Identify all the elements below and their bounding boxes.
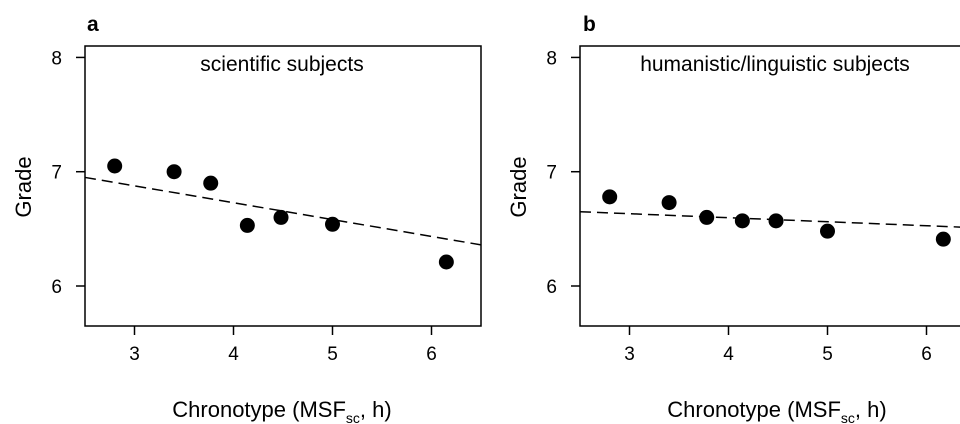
panel-a-title: scientific subjects [200,53,363,76]
panel-b-axes: 3 4 5 6 6 7 8 [546,48,931,365]
data-point [699,209,715,225]
y-tick-label: 6 [51,277,62,298]
data-point [325,216,340,232]
panel-b-trendline [579,210,960,228]
x-tick-label: 5 [327,344,338,365]
x-tick-label: 5 [822,344,833,365]
panel-b-xlabel: Chronotype (MSFsc, h) [667,397,886,424]
data-point [820,223,835,239]
panel-a-letter: a [87,13,99,36]
data-point [239,217,255,233]
panel-a-plot-frame [84,45,482,327]
x-tick-label: 6 [426,344,437,365]
panel-a-axes: 3 4 5 6 6 7 8 [51,48,436,365]
x-tick-label: 4 [228,344,239,365]
x-tick-label: 3 [624,344,635,365]
data-point [661,195,677,211]
data-point [166,164,182,180]
data-point [107,158,123,174]
y-tick-label: 7 [51,163,62,184]
panel-b-points [602,189,951,247]
y-tick-label: 7 [546,163,557,184]
panel-a-xlabel: Chronotype (MSFsc, h) [172,397,391,424]
data-point [935,231,951,247]
y-tick-label: 6 [546,277,557,298]
panel-a: a scientific subjects 3 4 5 6 6 7 8 Grade Chro… [11,13,482,424]
x-tick-label: 3 [129,344,140,365]
data-point [602,189,618,205]
panel-b-plot-frame [579,45,960,327]
x-tick-label: 4 [723,344,734,365]
panel-b: b humanistic/linguistic subjects 3 4 5 6 6 7 8… [506,13,960,424]
y-tick-label: 8 [546,48,557,69]
panel-b-letter: b [583,13,596,36]
data-point [203,175,219,191]
data-point [273,209,289,225]
panel-a-points [107,158,454,270]
y-tick-label: 8 [51,48,62,69]
x-tick-label: 6 [921,344,932,365]
data-point [734,213,750,229]
panel-b-title: humanistic/linguistic subjects [640,53,910,76]
panel-b-ylabel: Grade [506,156,531,217]
data-point [768,213,784,229]
panel-a-ylabel: Grade [11,156,36,217]
data-point [438,254,454,270]
